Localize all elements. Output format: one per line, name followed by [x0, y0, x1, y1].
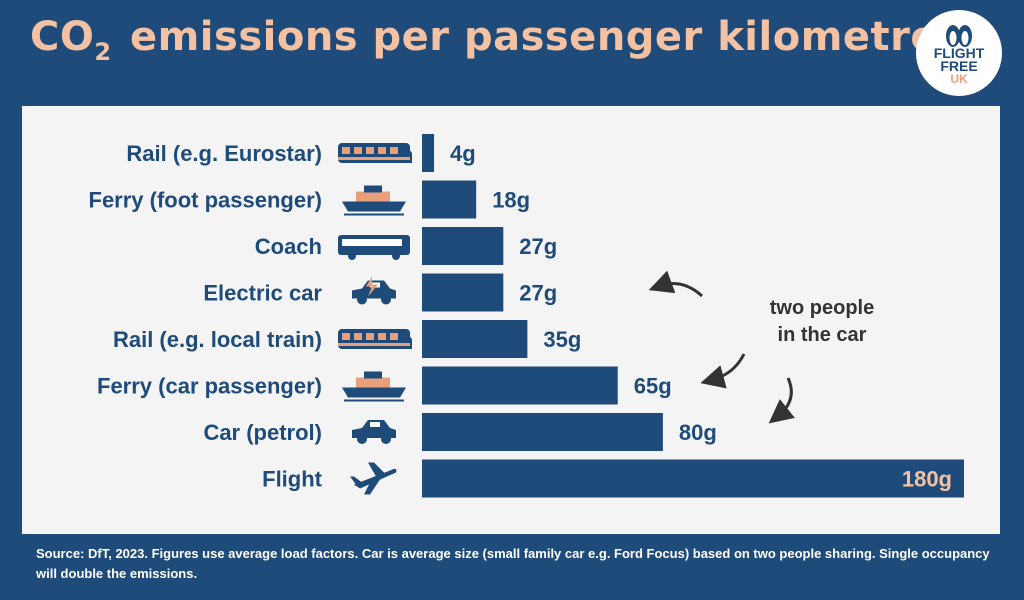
coach-icon-2 — [338, 235, 410, 260]
annotation-line-1: two people — [770, 297, 874, 319]
value-label: 27g — [519, 281, 557, 306]
logo-text-uk: UK — [950, 71, 968, 86]
category-label: Flight — [262, 467, 323, 492]
ferry-icon-5 — [342, 371, 406, 402]
bar — [422, 227, 504, 265]
title-subscript: 2 — [94, 38, 112, 66]
penguins-icon — [946, 24, 972, 47]
train-icon-4 — [338, 329, 412, 349]
bar-chart: Rail (e.g. Eurostar) 4g Ferry (foot passen… — [89, 134, 964, 498]
bar — [422, 366, 618, 405]
value-label: 35g — [543, 327, 581, 352]
bar — [422, 320, 528, 358]
category-label: Coach — [255, 234, 322, 259]
arrow-to-electric-car — [648, 270, 704, 298]
title-rest: emissions per passenger kilometre — [115, 14, 938, 60]
title-co: CO — [30, 14, 95, 60]
annotation-line-2: in the car — [778, 324, 867, 346]
car-icon-6 — [352, 420, 396, 444]
bar — [422, 413, 663, 451]
category-label: Rail (e.g. local train) — [113, 327, 322, 352]
source-footnote: Source: DfT, 2023. Figures use average l… — [36, 546, 990, 581]
page-title: CO2 emissions per passenger kilometre — [30, 14, 938, 66]
value-label: 180g — [902, 467, 952, 492]
bar — [422, 459, 964, 498]
chart-panel: Rail (e.g. Eurostar) 4g Ferry (foot passen… — [22, 106, 1000, 534]
value-label: 4g — [450, 141, 476, 166]
category-label: Car (petrol) — [203, 420, 322, 445]
category-label: Rail (e.g. Eurostar) — [126, 141, 322, 166]
bar — [422, 134, 435, 172]
category-label: Ferry (foot passenger) — [89, 188, 323, 213]
value-label: 65g — [634, 374, 672, 399]
logo-text-flight: FLIGHT — [933, 44, 985, 61]
flight-free-logo: FLIGHT FREE UK — [916, 10, 1002, 96]
value-label: 18g — [492, 188, 530, 213]
ferry-icon-1 — [342, 185, 406, 216]
category-label: Ferry (car passenger) — [97, 374, 322, 399]
arrow-to-car-petrol — [768, 377, 795, 424]
electric-car-icon-3 — [352, 276, 396, 305]
value-label: 27g — [519, 234, 557, 259]
plane-icon-7 — [350, 462, 397, 495]
logo-text-free: FREE — [940, 57, 978, 74]
train-icon-0 — [338, 143, 412, 163]
annotation: two people in the car — [648, 270, 874, 424]
bar — [422, 180, 477, 219]
category-label: Electric car — [203, 281, 322, 306]
bar — [422, 273, 504, 312]
value-label: 80g — [679, 420, 717, 445]
arrow-to-ferry-car — [700, 353, 746, 389]
